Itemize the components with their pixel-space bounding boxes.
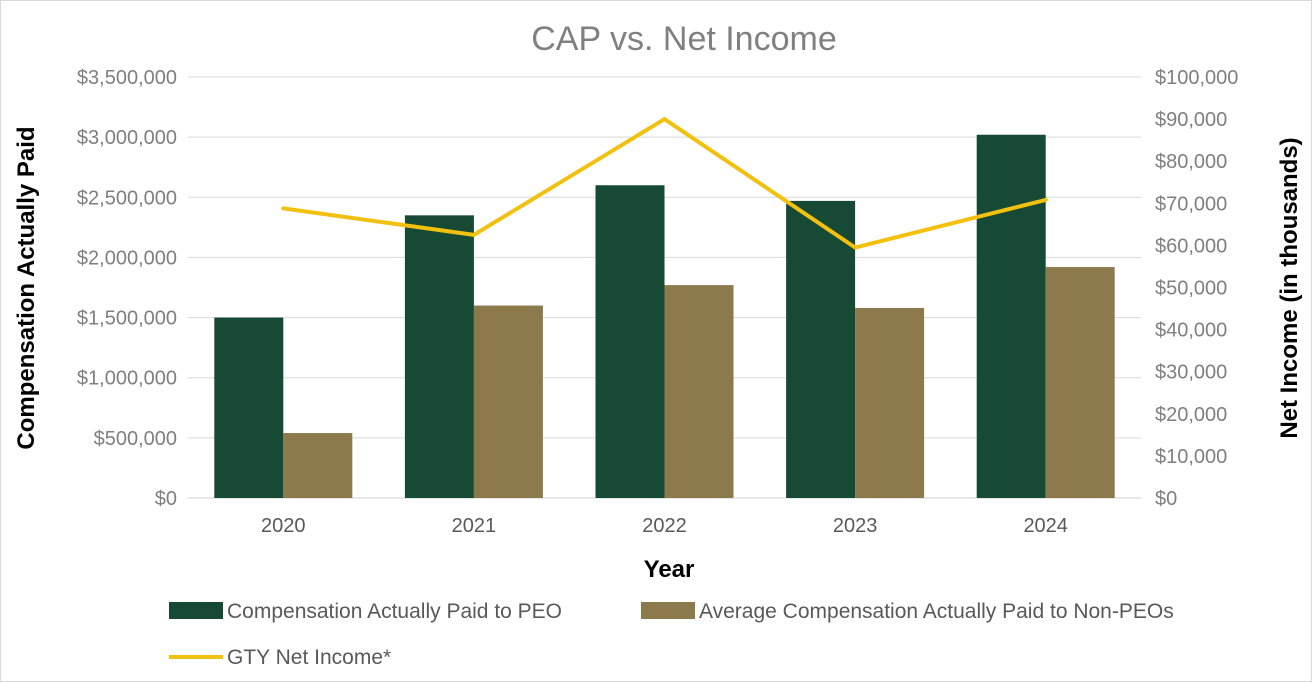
bar-non-peo — [855, 307, 925, 498]
y2-tick-label: $80,000 — [1155, 151, 1227, 173]
bar-peo — [976, 134, 1046, 499]
net-income-line-group — [281, 117, 1048, 250]
y2-tick-label: $40,000 — [1155, 320, 1227, 342]
legend-label-peo: Compensation Actually Paid to PEO — [227, 600, 562, 623]
legend: Compensation Actually Paid to PEO Average… — [169, 600, 1174, 669]
bar-non-peo — [1045, 267, 1115, 498]
left-axis-ticks: $0 $500,000 $1,000,000 $1,500,000 $2,000,000… — [77, 67, 177, 510]
bar-peo — [214, 317, 284, 498]
bar-non-peo — [283, 433, 353, 498]
legend-label-net-income: GTY Net Income* — [227, 646, 391, 669]
y2-tick-label: $70,000 — [1155, 193, 1227, 215]
category-axis-ticks: 2020 2021 2022 2023 2024 — [261, 515, 1068, 537]
net-income-point — [662, 117, 667, 122]
net-income-point — [853, 245, 858, 250]
y-tick-label: $1,500,000 — [77, 308, 177, 330]
net-income-point — [471, 232, 476, 237]
y2-tick-label: $0 — [1155, 488, 1177, 510]
bar-peo — [595, 185, 665, 498]
bar-peo — [404, 215, 474, 499]
y-axis-title: Compensation Actually Paid — [13, 126, 40, 449]
y2-axis-title: Net Income (in thousands) — [1276, 137, 1303, 438]
y-tick-label: $0 — [155, 488, 177, 510]
bar-non-peo — [664, 285, 734, 498]
legend-swatch-peo — [169, 602, 223, 619]
net-income-point — [281, 206, 286, 211]
bar-peo — [786, 200, 856, 498]
chart-title: CAP vs. Net Income — [531, 20, 837, 58]
y2-tick-label: $50,000 — [1155, 278, 1227, 300]
x-tick-label: 2024 — [1023, 515, 1068, 537]
legend-swatch-non-peo — [641, 602, 695, 619]
y-tick-label: $2,500,000 — [77, 187, 177, 209]
y-tick-label: $1,000,000 — [77, 368, 177, 390]
y-tick-label: $2,000,000 — [77, 247, 177, 269]
y-tick-label: $3,000,000 — [77, 127, 177, 149]
y-tick-label: $3,500,000 — [77, 67, 177, 89]
right-axis-ticks: $0 $10,000 $20,000 $30,000 $40,000 $50,000 $60… — [1155, 67, 1238, 510]
y2-tick-label: $20,000 — [1155, 404, 1227, 426]
bars — [214, 134, 1115, 499]
bar-non-peo — [473, 305, 543, 498]
y2-tick-label: $10,000 — [1155, 446, 1227, 468]
x-tick-label: 2022 — [642, 515, 687, 537]
x-tick-label: 2020 — [261, 515, 306, 537]
y2-tick-label: $90,000 — [1155, 109, 1227, 131]
y2-tick-label: $30,000 — [1155, 362, 1227, 384]
legend-label-non-peo: Average Compensation Actually Paid to No… — [699, 600, 1174, 623]
y-tick-label: $500,000 — [94, 428, 177, 450]
x-tick-label: 2023 — [833, 515, 878, 537]
net-income-point — [1043, 197, 1048, 202]
y2-tick-label: $100,000 — [1155, 67, 1238, 89]
x-tick-label: 2021 — [452, 515, 497, 537]
y2-tick-label: $60,000 — [1155, 235, 1227, 257]
x-axis-title: Year — [644, 556, 695, 583]
